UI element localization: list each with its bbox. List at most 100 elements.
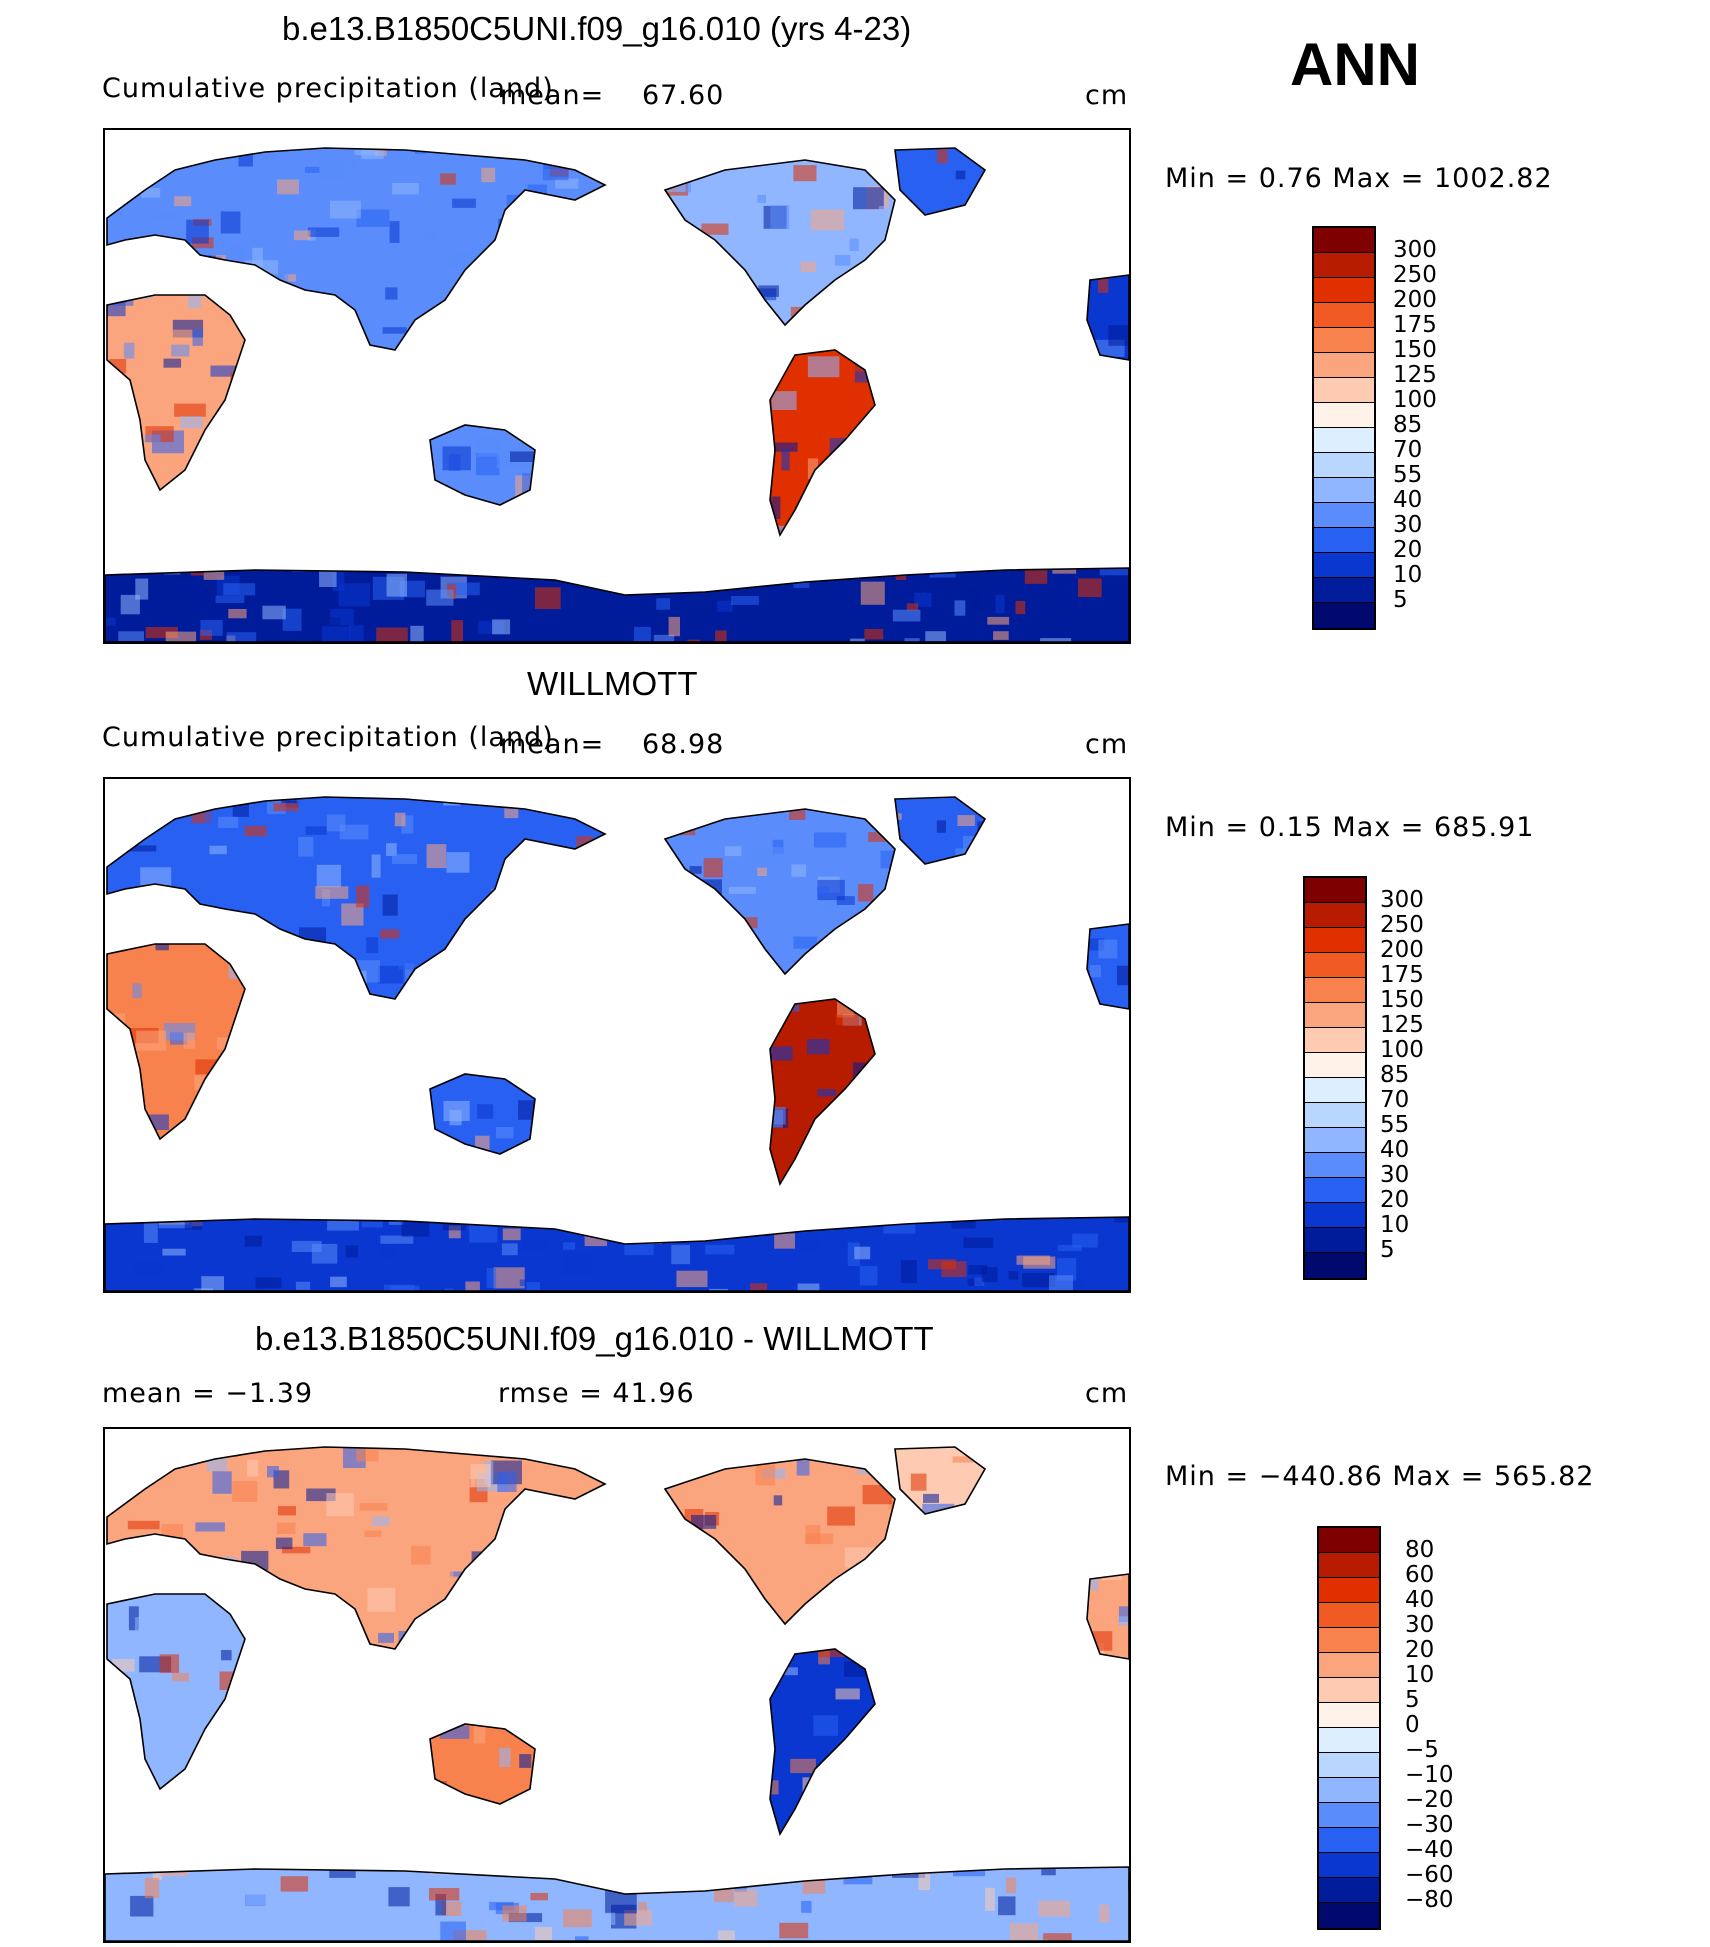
precip-cell	[962, 589, 979, 612]
precip-cell	[244, 1235, 262, 1247]
colorbar-swatch	[1314, 228, 1374, 253]
coastline	[894, 1446, 987, 1515]
precip-cell	[295, 1748, 323, 1772]
precip-cell	[200, 1086, 212, 1102]
colorbar-tick-label: 200	[1380, 937, 1424, 963]
precip-cell	[987, 616, 1010, 625]
precip-cell	[610, 362, 639, 379]
precip-cell	[694, 1104, 716, 1119]
precip-cell	[888, 1044, 908, 1068]
precip-cell	[238, 148, 253, 167]
coastline	[769, 349, 876, 537]
precip-cell	[964, 1582, 997, 1602]
precip-cell	[1067, 429, 1096, 443]
precip-cell	[225, 245, 245, 257]
precip-cell	[494, 1817, 514, 1832]
precip-cell	[731, 1616, 742, 1639]
precip-cell	[274, 1096, 293, 1105]
precip-cell	[618, 919, 643, 939]
precip-cell	[211, 451, 223, 460]
precip-cell	[494, 1616, 510, 1636]
precip-cell	[1006, 430, 1039, 448]
precip-cell	[719, 930, 742, 954]
colorbar-tick-label: 100	[1393, 387, 1437, 413]
precip-cell	[426, 589, 454, 606]
precip-cell	[247, 1657, 258, 1665]
precip-cell	[139, 1186, 154, 1202]
precip-cell	[356, 885, 370, 908]
precip-cell	[574, 506, 585, 528]
precip-cell	[734, 1889, 758, 1907]
precip-cell	[486, 1267, 497, 1289]
precip-cell	[387, 363, 414, 379]
precip-cell	[655, 1849, 678, 1870]
precip-cell	[977, 821, 996, 845]
precip-cell	[1065, 355, 1083, 368]
precip-cell	[130, 1895, 154, 1917]
precip-cell	[1043, 956, 1062, 965]
precip-cell	[411, 1545, 431, 1565]
precip-cell	[717, 1930, 735, 1941]
precip-cell	[226, 632, 257, 642]
precip-cell	[585, 226, 619, 250]
precip-cell	[1119, 1606, 1129, 1622]
precip-cell	[676, 1832, 689, 1856]
precip-cell	[1049, 1741, 1060, 1763]
colorbar-swatch	[1305, 1078, 1365, 1103]
precip-cell	[1083, 400, 1110, 417]
precip-cell	[504, 897, 521, 917]
precip-cell	[967, 1074, 999, 1083]
precip-cell	[913, 1845, 942, 1853]
precip-cell	[527, 184, 547, 196]
precip-cell	[383, 1284, 415, 1291]
precip-cell	[414, 148, 426, 154]
precip-cell	[1000, 1085, 1035, 1099]
precip-cell	[1046, 542, 1080, 563]
precip-cell	[958, 445, 983, 469]
precip-cell	[315, 886, 349, 899]
precip-cell	[990, 938, 1006, 948]
precip-cell	[314, 1207, 334, 1219]
precip-cell	[1040, 224, 1071, 232]
colorbar-tick-label: 10	[1405, 1662, 1435, 1688]
precip-cell	[532, 1553, 561, 1576]
precip-cell	[175, 1921, 192, 1930]
precip-cell	[593, 416, 611, 424]
precip-cell	[496, 1687, 518, 1703]
precip-cell	[291, 1240, 322, 1252]
precip-cell	[1088, 516, 1114, 534]
precip-cell	[925, 1559, 940, 1578]
precip-cell	[917, 233, 940, 257]
land-region	[430, 1724, 535, 1804]
precip-cell	[317, 1167, 351, 1185]
panel-2-mean-label: mean=	[500, 729, 605, 760]
precip-cell	[1069, 1841, 1098, 1865]
precip-cell	[801, 1900, 812, 1913]
precip-cell	[702, 307, 732, 315]
precip-cell	[200, 620, 223, 636]
precip-cell	[1047, 324, 1076, 348]
precip-cell	[503, 239, 517, 259]
precip-cell	[1020, 1451, 1030, 1469]
precip-cell	[950, 922, 959, 939]
precip-cell	[934, 1838, 968, 1861]
colorbar-swatch	[1314, 553, 1374, 578]
precip-cell	[454, 1610, 479, 1630]
precip-cell	[362, 998, 395, 1017]
panel-2-map	[103, 777, 1131, 1293]
precip-cell	[891, 1201, 924, 1223]
precip-cell	[921, 1716, 951, 1729]
precip-cell	[866, 1734, 898, 1757]
precip-cell	[834, 254, 851, 266]
precip-cell	[426, 373, 453, 395]
land-region	[107, 148, 605, 350]
precip-cell	[1116, 1753, 1129, 1769]
precip-cell	[895, 566, 907, 580]
colorbar-tick-label: 300	[1393, 237, 1437, 263]
precip-cell	[321, 537, 341, 554]
precip-cell	[700, 912, 729, 927]
precip-cell	[634, 626, 651, 642]
precip-cell	[163, 919, 188, 936]
precip-cell	[282, 1747, 315, 1768]
precip-cell	[105, 421, 119, 441]
